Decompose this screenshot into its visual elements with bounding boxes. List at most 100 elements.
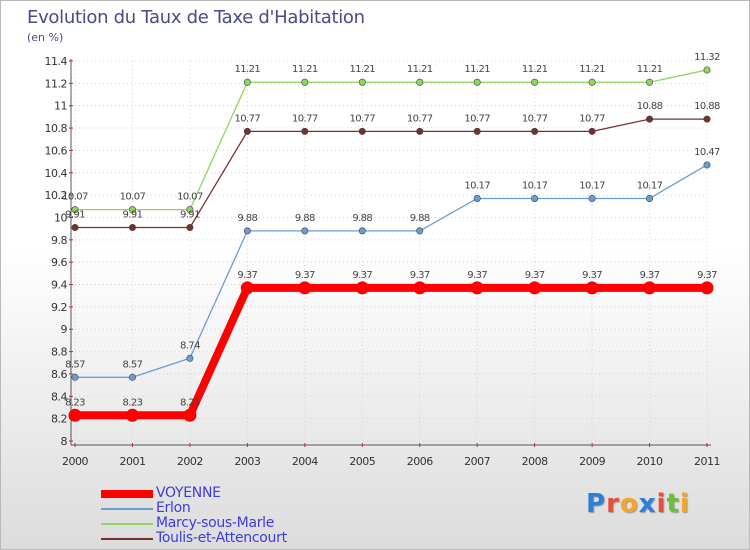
data-label: 11.21 <box>292 64 318 75</box>
data-point <box>128 206 136 214</box>
data-point <box>473 127 481 135</box>
data-point <box>186 206 194 214</box>
data-label: 10.77 <box>522 113 548 124</box>
data-label: 11.32 <box>694 52 720 63</box>
data-label: 10.77 <box>292 113 318 124</box>
data-point <box>71 373 79 381</box>
x-tick-label: 2004 <box>292 455 318 468</box>
y-tick-label: 10 <box>54 211 67 224</box>
data-label: 10.77 <box>464 113 490 124</box>
y-tick-label: 8.4 <box>51 390 67 403</box>
legend-label: Erlon <box>156 500 191 516</box>
data-label: 9.88 <box>237 213 257 224</box>
data-point <box>358 127 366 135</box>
y-tick-label: 8.8 <box>51 346 67 359</box>
data-label: 10.17 <box>464 180 490 191</box>
data-point <box>700 281 714 295</box>
y-tick-label: 8 <box>61 435 68 448</box>
data-point <box>703 161 711 169</box>
data-point <box>531 78 539 86</box>
data-label: 9.37 <box>352 270 372 281</box>
x-tick-label: 2007 <box>464 455 490 468</box>
data-point <box>128 224 136 232</box>
proxiti-logo: Proxiti <box>586 489 690 519</box>
y-tick-label: 8.2 <box>51 413 67 426</box>
chart-subtitle: (en %) <box>27 31 64 44</box>
x-tick-label: 2008 <box>522 455 548 468</box>
y-tick-label: 11.2 <box>45 77 68 90</box>
data-label: 8.23 <box>65 397 85 408</box>
series-line-Marcy-sous-Marle <box>75 69 708 211</box>
data-label: 9.37 <box>640 270 660 281</box>
data-point <box>646 115 654 123</box>
x-tick-label: 2000 <box>62 455 88 468</box>
data-point <box>470 281 484 295</box>
x-tick-label: 2010 <box>637 455 663 468</box>
data-label: 8.23 <box>180 397 200 408</box>
data-point <box>413 281 427 295</box>
data-label: 8.23 <box>123 397 143 408</box>
data-label: 11.21 <box>522 64 548 75</box>
data-label: 9.88 <box>295 213 315 224</box>
data-point <box>186 224 194 232</box>
y-tick-label: 10.8 <box>45 122 68 135</box>
legend-swatch <box>101 538 153 540</box>
data-label: 9.37 <box>697 270 717 281</box>
data-point <box>531 194 539 202</box>
data-label: 9.91 <box>65 210 85 221</box>
data-point <box>643 281 657 295</box>
y-tick-label: 9.4 <box>51 279 67 292</box>
data-point <box>358 227 366 235</box>
data-point <box>301 78 309 86</box>
data-point <box>646 78 654 86</box>
x-tick-label: 2002 <box>177 455 203 468</box>
data-label: 10.07 <box>120 192 146 203</box>
y-tick-label: 11 <box>54 100 67 113</box>
data-point <box>355 281 369 295</box>
data-label: 11.21 <box>579 64 605 75</box>
y-tick-label: 9.6 <box>51 256 67 269</box>
y-tick-label: 10.4 <box>45 167 68 180</box>
data-label: 11.21 <box>349 64 375 75</box>
data-point <box>128 373 136 381</box>
data-label: 11.21 <box>464 64 490 75</box>
data-point <box>588 194 596 202</box>
data-point <box>183 408 197 422</box>
data-point <box>473 78 481 86</box>
data-point <box>473 194 481 202</box>
data-label: 10.77 <box>235 113 261 124</box>
logo-letter: P <box>586 489 607 519</box>
x-tick-label: 2011 <box>694 455 720 468</box>
y-tick-label: 11.4 <box>45 55 68 68</box>
data-label: 10.17 <box>522 180 548 191</box>
data-point <box>71 224 79 232</box>
data-point <box>125 408 139 422</box>
y-tick-label: 8.6 <box>51 368 67 381</box>
data-point <box>703 115 711 123</box>
x-tick-label: 2005 <box>349 455 375 468</box>
y-tick-label: 9.2 <box>51 301 67 314</box>
y-tick-label: 9 <box>61 323 68 336</box>
data-point <box>531 127 539 135</box>
data-point <box>71 206 79 214</box>
data-label: 9.37 <box>582 270 602 281</box>
data-label: 10.77 <box>407 113 433 124</box>
data-point <box>301 127 309 135</box>
data-label: 10.77 <box>349 113 375 124</box>
data-point <box>243 227 251 235</box>
data-label: 10.88 <box>694 101 720 112</box>
data-point <box>588 78 596 86</box>
logo-letter: o <box>619 489 639 519</box>
logo-letter: x <box>638 489 657 519</box>
data-label: 10.17 <box>579 180 605 191</box>
data-point <box>416 127 424 135</box>
data-label: 9.37 <box>525 270 545 281</box>
data-point <box>298 281 312 295</box>
data-point <box>416 227 424 235</box>
data-label: 8.57 <box>65 359 85 370</box>
data-label: 10.07 <box>62 192 88 203</box>
data-point <box>588 127 596 135</box>
data-label: 9.88 <box>410 213 430 224</box>
x-tick-label: 2001 <box>119 455 145 468</box>
